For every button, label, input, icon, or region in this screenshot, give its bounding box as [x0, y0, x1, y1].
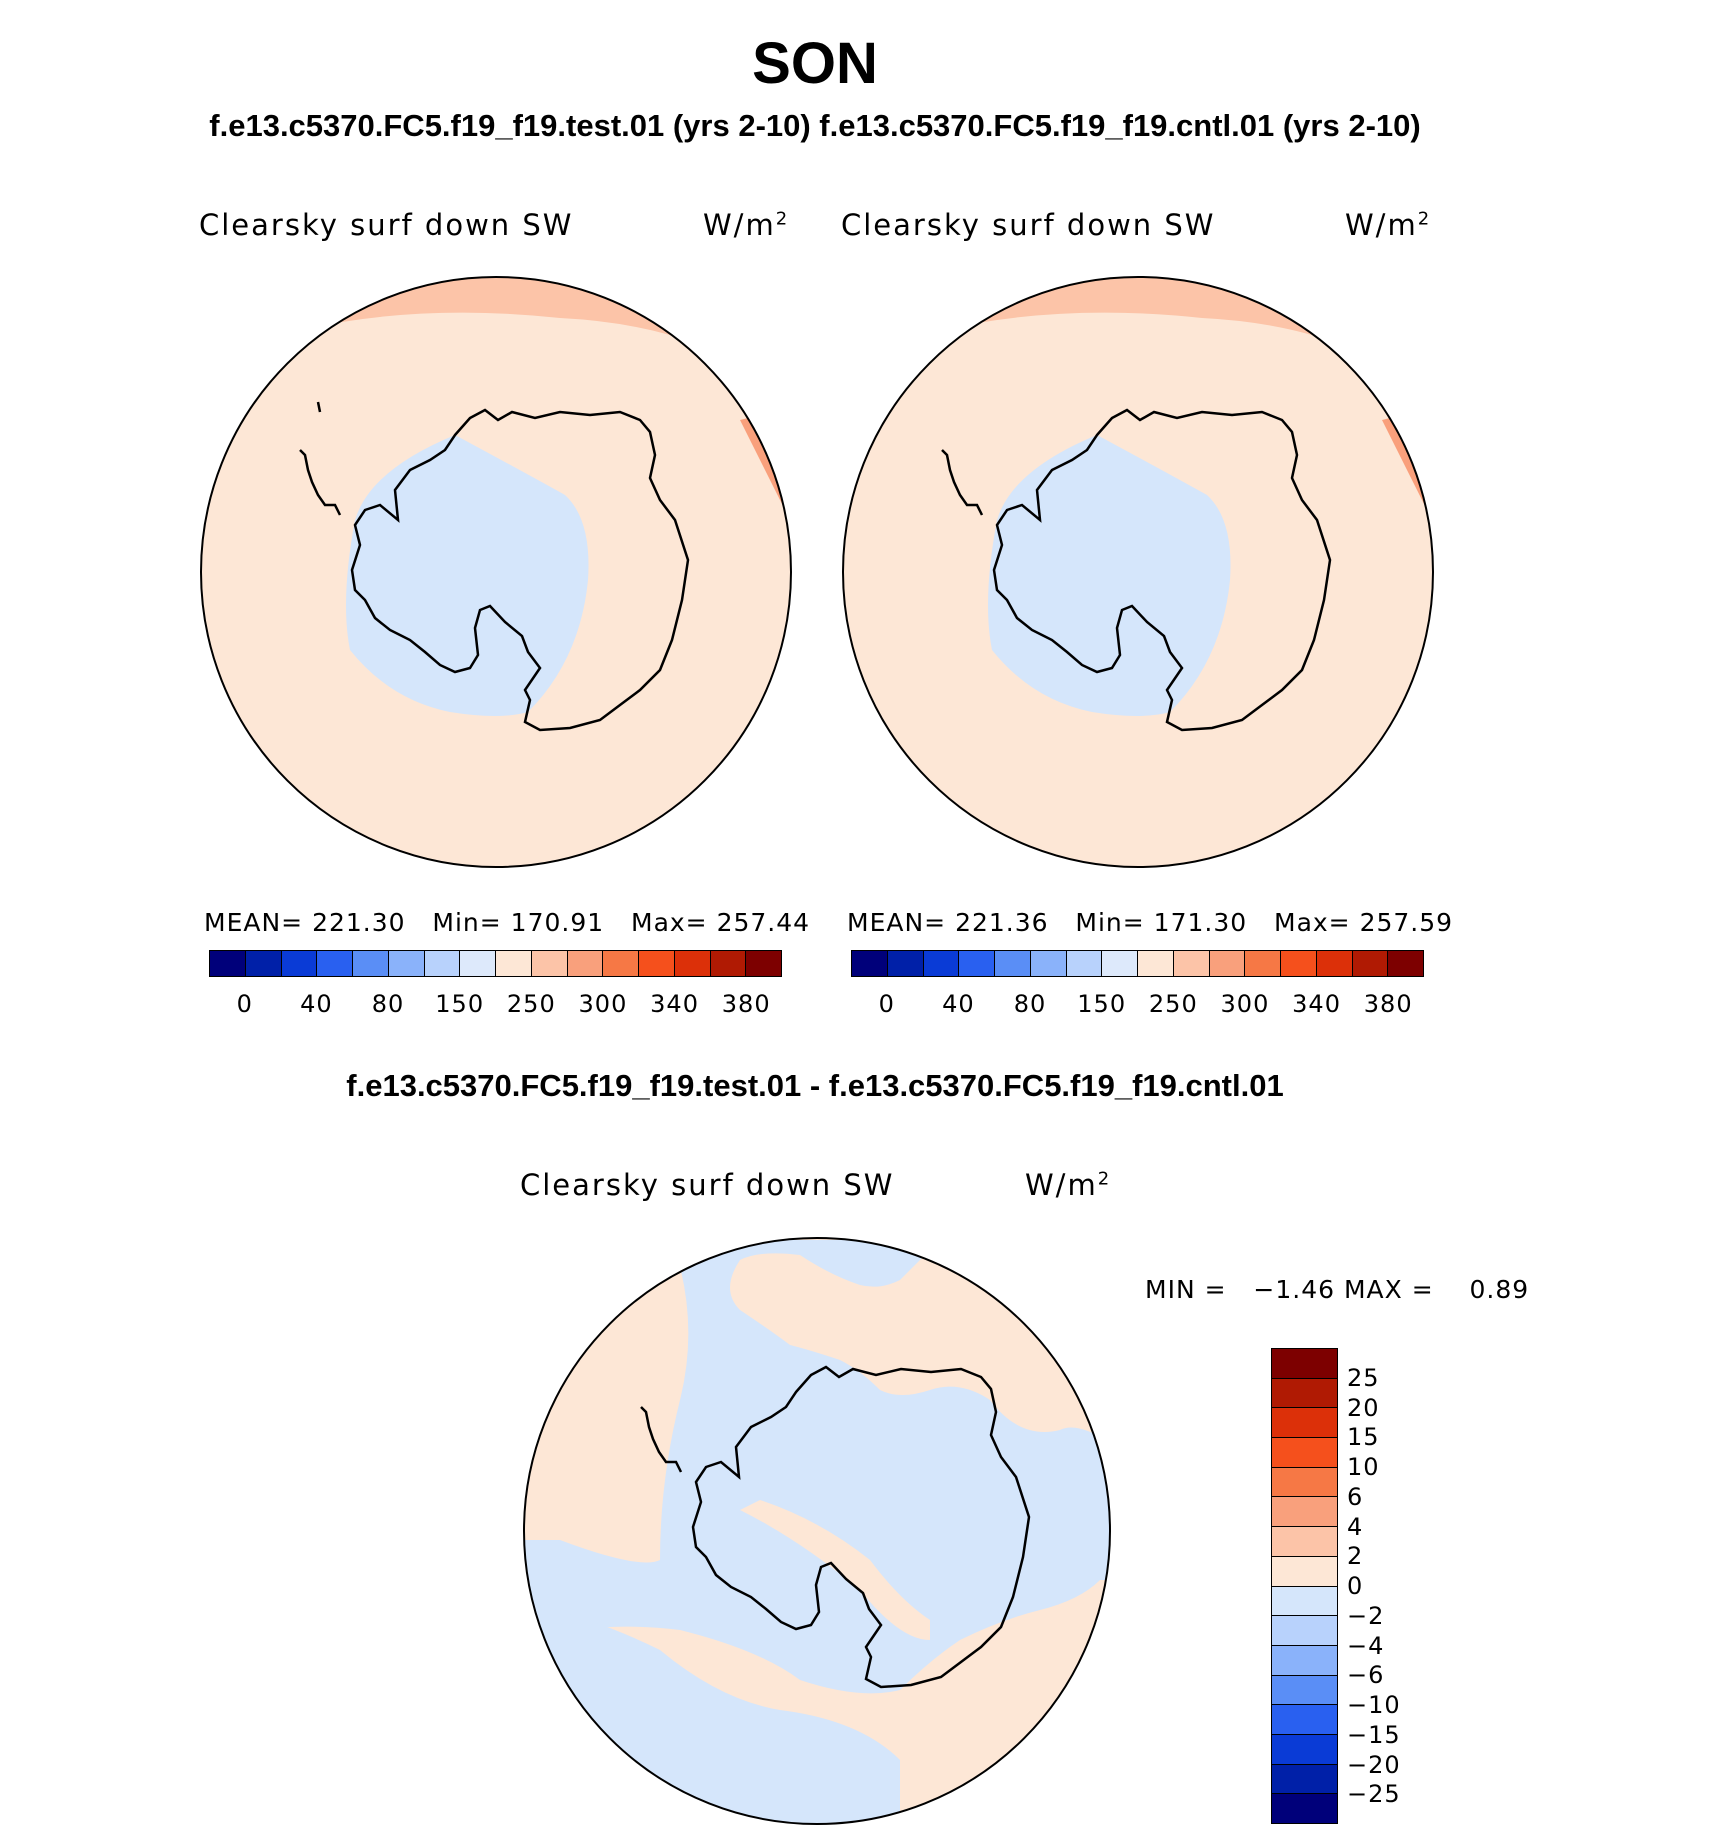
colorbar-swatch: [1210, 951, 1246, 976]
colorbar-tick-label: −25: [1347, 1780, 1401, 1808]
colorbar-swatch: [1272, 1587, 1337, 1617]
panel1-map: [180, 260, 820, 900]
colorbar-tick-label: 25: [1347, 1364, 1380, 1392]
colorbar-swatch: [888, 951, 924, 976]
colorbar-swatch: [1388, 951, 1423, 976]
panel1-colorbar-ticks: 0 40 80 150 250 300 340 380: [209, 990, 782, 1020]
diff-stats: MIN = −1.46 MAX = 0.89: [1145, 1275, 1529, 1304]
colorbar-swatch: [711, 951, 747, 976]
colorbar-tick-label: 340: [1277, 990, 1357, 1018]
colorbar-tick-label: 10: [1347, 1453, 1380, 1481]
colorbar-swatch: [353, 951, 389, 976]
colorbar-swatch: [246, 951, 282, 976]
colorbar-swatch: [568, 951, 604, 976]
diff-map: [520, 1235, 1120, 1840]
colorbar-swatch: [1272, 1379, 1337, 1409]
panel1-colorbar: [209, 950, 782, 977]
colorbar-tick-label: −4: [1347, 1632, 1384, 1660]
colorbar-tick-label: 250: [1133, 990, 1213, 1018]
panel2-variable-label: Clearsky surf down SW: [841, 208, 1215, 242]
colorbar-swatch: [639, 951, 675, 976]
colorbar-swatch: [1281, 951, 1317, 976]
colorbar-tick-label: 380: [1348, 990, 1428, 1018]
colorbar-swatch: [1272, 1765, 1337, 1795]
colorbar-swatch: [1272, 1557, 1337, 1587]
panel2-units: W/m2: [1345, 208, 1431, 242]
colorbar-swatch: [1245, 951, 1281, 976]
colorbar-tick-label: 20: [1347, 1394, 1380, 1422]
colorbar-tick-label: 80: [348, 990, 428, 1018]
colorbar-tick-label: 6: [1347, 1483, 1363, 1511]
colorbar-swatch: [1353, 951, 1389, 976]
colorbar-swatch: [746, 951, 781, 976]
diff-units: W/m2: [1025, 1168, 1111, 1202]
colorbar-tick-label: 15: [1347, 1423, 1380, 1451]
colorbar-swatch: [1272, 1646, 1337, 1676]
colorbar-swatch: [1031, 951, 1067, 976]
colorbar-swatch: [995, 951, 1031, 976]
colorbar-tick-label: −2: [1347, 1602, 1384, 1630]
colorbar-swatch: [1174, 951, 1210, 976]
panel1-stats: MEAN= 221.30 Min= 170.91 Max= 257.44: [204, 908, 810, 937]
colorbar-swatch: [1272, 1438, 1337, 1468]
colorbar-tick-label: 0: [1347, 1572, 1363, 1600]
colorbar-tick-label: 4: [1347, 1513, 1363, 1541]
colorbar-tick-label: 0: [847, 990, 927, 1018]
colorbar-tick-label: 380: [706, 990, 786, 1018]
colorbar-tick-label: 300: [1205, 990, 1285, 1018]
colorbar-swatch: [1138, 951, 1174, 976]
colorbar-swatch: [1272, 1468, 1337, 1498]
diff-title: f.e13.c5370.FC5.f19_f19.test.01 - f.e13.…: [0, 1068, 1630, 1104]
diff-colorbar-ticks: 25 20 15 10 6 4 2 0 −2 −4 −6 −10 −15 −20 −25: [1347, 1348, 1447, 1824]
colorbar-swatch: [1272, 1497, 1337, 1527]
colorbar-tick-label: 300: [563, 990, 643, 1018]
colorbar-swatch: [1272, 1349, 1337, 1379]
colorbar-swatch: [1317, 951, 1353, 976]
colorbar-swatch: [532, 951, 568, 976]
colorbar-tick-label: 250: [491, 990, 571, 1018]
colorbar-tick-label: −6: [1347, 1661, 1384, 1689]
colorbar-swatch: [603, 951, 639, 976]
colorbar-tick-label: −10: [1347, 1691, 1401, 1719]
colorbar-swatch: [496, 951, 532, 976]
colorbar-tick-label: 80: [990, 990, 1070, 1018]
panel2-map: [822, 260, 1462, 900]
colorbar-tick-label: 0: [205, 990, 285, 1018]
colorbar-tick-label: 40: [276, 990, 356, 1018]
colorbar-swatch: [1272, 1616, 1337, 1646]
panel2-colorbar: [851, 950, 1424, 977]
colorbar-swatch: [924, 951, 960, 976]
colorbar-tick-label: 2: [1347, 1542, 1363, 1570]
colorbar-tick-label: −15: [1347, 1721, 1401, 1749]
panel2-stats: MEAN= 221.36 Min= 171.30 Max= 257.59: [847, 908, 1453, 937]
colorbar-swatch: [1272, 1527, 1337, 1557]
colorbar-swatch: [675, 951, 711, 976]
colorbar-swatch: [1067, 951, 1103, 976]
colorbar-tick-label: 340: [635, 990, 715, 1018]
colorbar-swatch: [460, 951, 496, 976]
colorbar-swatch: [852, 951, 888, 976]
colorbar-swatch: [959, 951, 995, 976]
colorbar-tick-label: 150: [420, 990, 500, 1018]
colorbar-swatch: [425, 951, 461, 976]
colorbar-tick-label: −20: [1347, 1751, 1401, 1779]
colorbar-swatch: [1272, 1794, 1337, 1823]
colorbar-tick-label: 40: [918, 990, 998, 1018]
colorbar-swatch: [1272, 1735, 1337, 1765]
colorbar-tick-label: 150: [1062, 990, 1142, 1018]
colorbar-swatch: [282, 951, 318, 976]
diff-colorbar: [1271, 1348, 1338, 1824]
colorbar-swatch: [210, 951, 246, 976]
colorbar-swatch: [317, 951, 353, 976]
colorbar-swatch: [389, 951, 425, 976]
colorbar-swatch: [1102, 951, 1138, 976]
diff-variable-label: Clearsky surf down SW: [520, 1168, 894, 1202]
colorbar-swatch: [1272, 1705, 1337, 1735]
colorbar-swatch: [1272, 1676, 1337, 1706]
colorbar-swatch: [1272, 1408, 1337, 1438]
panel2-colorbar-ticks: 0 40 80 150 250 300 340 380: [851, 990, 1424, 1020]
